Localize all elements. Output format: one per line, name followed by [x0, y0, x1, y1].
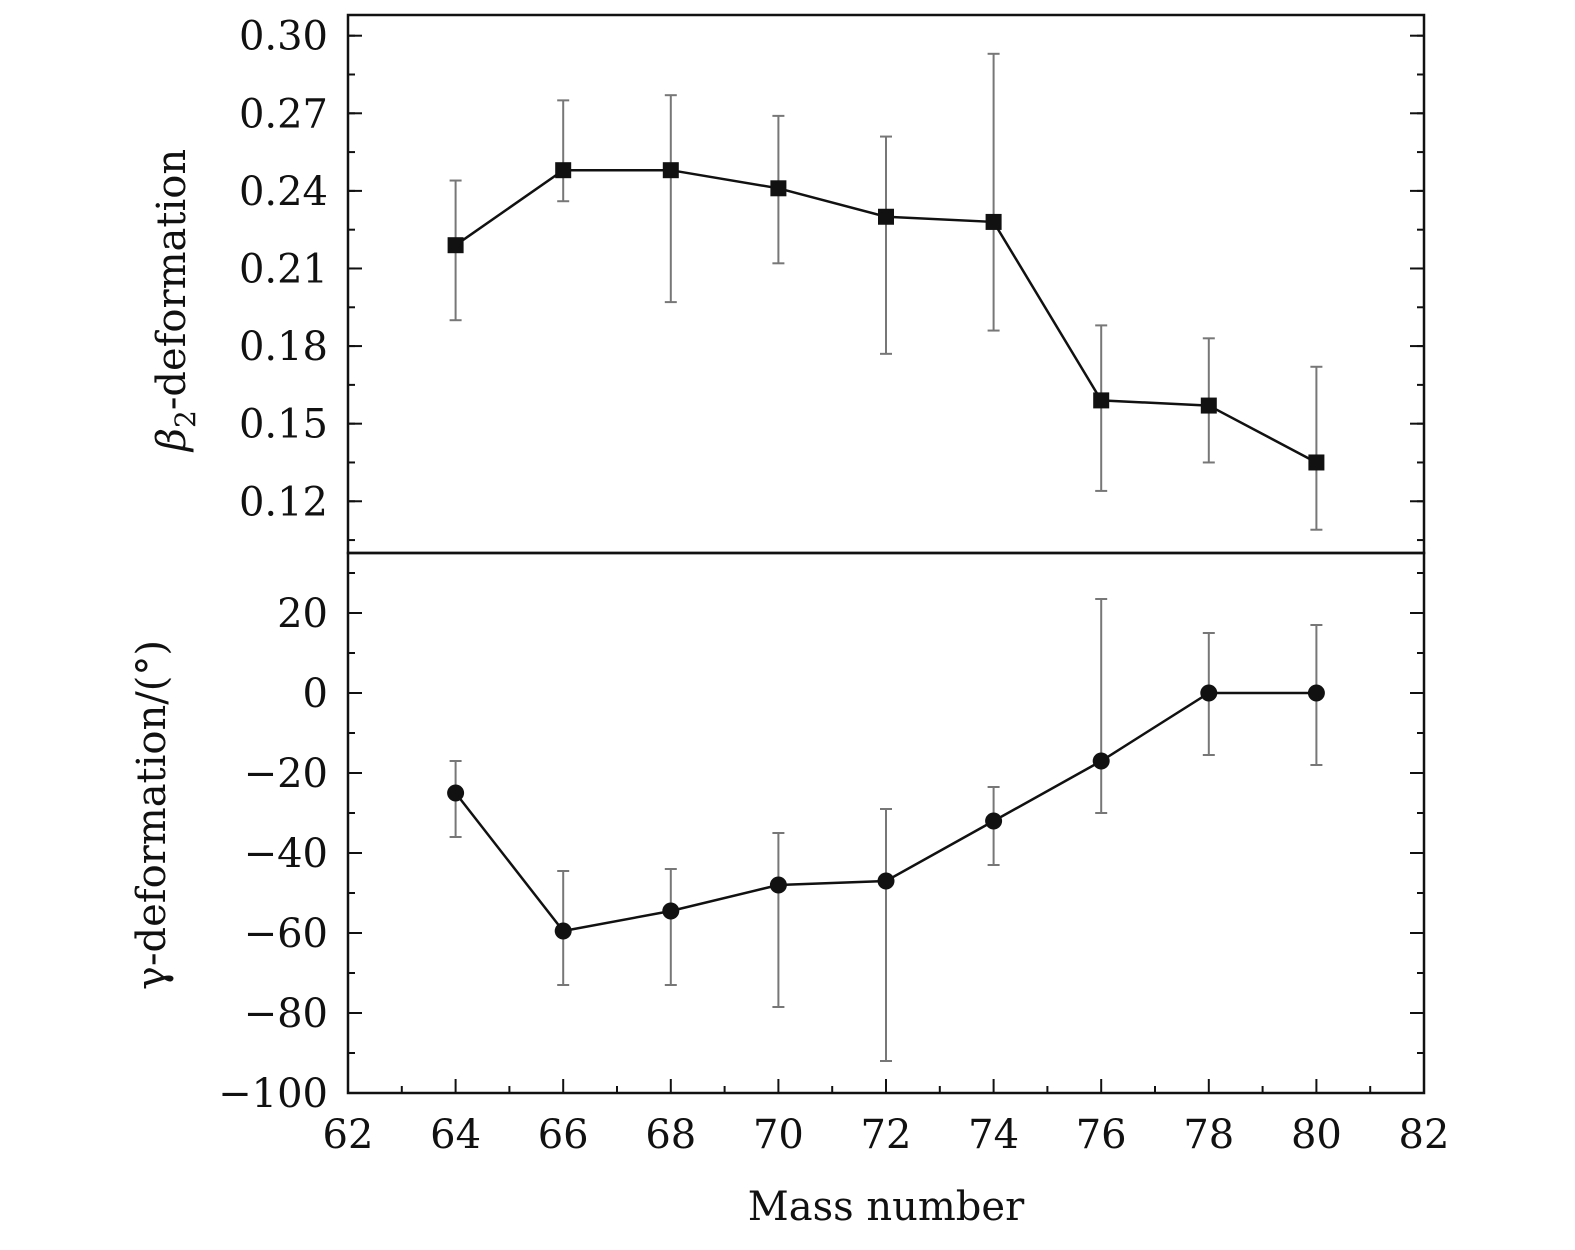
x-tick-label: 66: [538, 1112, 589, 1158]
x-tick-label: 62: [323, 1112, 374, 1158]
beta2-data-point: [878, 208, 894, 225]
x-tick-label: 78: [1183, 1112, 1234, 1158]
x-tick-label: 70: [753, 1112, 804, 1158]
beta2-data-point: [555, 162, 572, 179]
gamma-data-point: [1092, 752, 1110, 770]
top-y-axis-title-main: β: [149, 428, 195, 453]
gamma-data-point: [1200, 684, 1218, 702]
gamma-data-point: [447, 784, 465, 802]
bottom-ytick-label: 0: [303, 671, 328, 717]
bottom-ytick-label: −20: [244, 751, 328, 797]
top-ytick-label: 0.12: [239, 479, 328, 525]
gamma-data-point: [1307, 684, 1325, 702]
bottom-ytick-label: −80: [244, 991, 328, 1037]
top-y-axis-title-rest: -deformation: [149, 149, 195, 410]
top-panel-ticks: 0.12 0.15 0.18 0.21 0.24 0.27 0.30: [239, 14, 1424, 542]
gamma-data-point: [877, 872, 895, 890]
bottom-ytick-label: −40: [244, 831, 328, 877]
beta2-data-point: [662, 162, 679, 179]
bottom-y-axis-title: γ-deformation/(°): [129, 640, 175, 990]
x-axis-ticks: 62 64 66 68 70 72 74 76 78 80 82: [323, 1079, 1450, 1158]
top-ytick-label: 0.15: [239, 402, 328, 448]
beta2-data-point: [1308, 454, 1325, 471]
top-ytick-label: 0.24: [239, 169, 328, 215]
gamma-data-point: [662, 902, 680, 920]
x-axis-title: Mass number: [748, 1184, 1025, 1230]
top-y-axis-title: β2-deformation: [149, 149, 202, 453]
x-tick-label: 68: [645, 1112, 696, 1158]
bottom-ytick-label: −100: [218, 1071, 328, 1117]
beta2-data-point: [1200, 397, 1217, 414]
x-tick-label: 82: [1399, 1112, 1450, 1158]
x-tick-label: 76: [1076, 1112, 1127, 1158]
top-y-axis-title-sub: 2: [169, 410, 202, 428]
top-ytick-label: 0.21: [239, 246, 328, 292]
beta2-data-point: [447, 237, 464, 254]
top-ytick-label: 0.30: [239, 14, 328, 60]
beta2-data-point: [770, 180, 787, 197]
beta2-data-point: [985, 213, 1002, 230]
top-series-group: [447, 52, 1325, 531]
gamma-data-point: [985, 812, 1003, 830]
x-tick-label: 64: [430, 1112, 481, 1158]
top-ytick-label: 0.18: [239, 324, 328, 370]
x-tick-label: 74: [968, 1112, 1019, 1158]
bottom-panel-ticks: −100 −80 −60 −40 −20 0 20: [218, 572, 1424, 1117]
beta2-data-point: [1093, 392, 1110, 409]
x-tick-label: 80: [1291, 1112, 1342, 1158]
bottom-ytick-label: 20: [277, 591, 328, 637]
x-tick-label: 72: [861, 1112, 912, 1158]
bottom-series-group: [447, 598, 1325, 1062]
gamma-data-point: [769, 876, 787, 894]
top-ytick-label: 0.27: [239, 91, 328, 137]
gamma-data-point: [554, 922, 572, 940]
bottom-ytick-label: −60: [244, 911, 328, 957]
